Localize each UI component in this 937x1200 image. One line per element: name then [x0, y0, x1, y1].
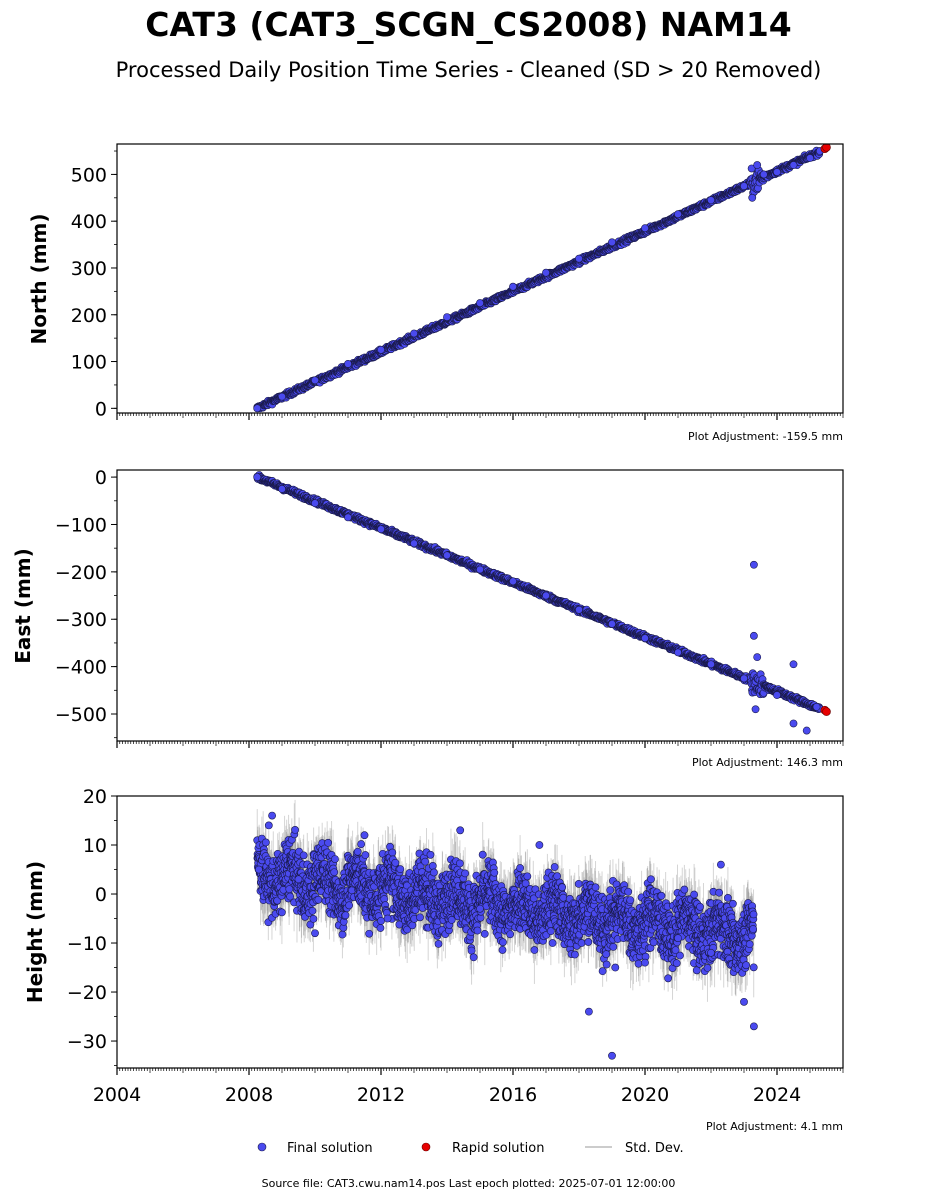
- north-adjustment-label: Plot Adjustment: -159.5 mm: [688, 430, 843, 443]
- north-y-tick-label: 200: [71, 305, 107, 327]
- north-y-tick-label: 0: [95, 398, 107, 420]
- north-final-point: [542, 268, 550, 277]
- north-y-tick-label: 300: [71, 258, 107, 280]
- north-final-point: [344, 359, 352, 368]
- north-panel: Plot Adjustment: -159.5 mm North (mm) 0 1…: [27, 143, 844, 443]
- north-final-point: [747, 164, 756, 173]
- east-axis-label: East (mm): [11, 548, 35, 664]
- figure-subtitle: Processed Daily Position Time Series - C…: [115, 58, 822, 82]
- north-final-point: [641, 224, 649, 233]
- north-final-point: [674, 210, 682, 219]
- north-final-point: [278, 392, 286, 401]
- north-final-point: [410, 329, 418, 338]
- north-final-point: [311, 376, 319, 385]
- north-final-point: [377, 345, 385, 354]
- north-final-points: [253, 146, 824, 413]
- north-y-tick-label: 500: [71, 164, 107, 186]
- east-final-points: [253, 471, 824, 735]
- north-frame: [116, 143, 844, 414]
- north-final-point: [509, 282, 517, 291]
- north-final-point: [476, 299, 484, 307]
- north-final-point: [575, 254, 583, 263]
- north-plot-area: [253, 144, 831, 413]
- north-final-point: [253, 404, 262, 413]
- north-final-point: [753, 161, 762, 169]
- figure-title: CAT3 (CAT3_SCGN_CS2008) NAM14: [145, 5, 792, 44]
- east-adjustment-label: Plot Adjustment: 146.3 mm: [692, 756, 843, 769]
- north-axis-label: North (mm): [27, 213, 51, 344]
- north-final-point: [707, 196, 715, 205]
- east-panel: Plot Adjustment: 146.3 mm East (mm) 0−10…: [11, 467, 844, 769]
- north-final-point: [443, 313, 451, 321]
- east-plot-area: [253, 471, 831, 735]
- north-final-point: [806, 154, 814, 162]
- north-y-tick-label: 400: [71, 211, 107, 233]
- north-y-tick-label: 100: [71, 352, 107, 374]
- north-rapid-point: [822, 144, 831, 152]
- north-final-point: [748, 193, 757, 202]
- north-final-point: [773, 168, 781, 176]
- north-final-point: [789, 161, 798, 169]
- north-final-point: [608, 238, 616, 247]
- north-final-point: [740, 182, 748, 191]
- north-final-point: [759, 170, 768, 179]
